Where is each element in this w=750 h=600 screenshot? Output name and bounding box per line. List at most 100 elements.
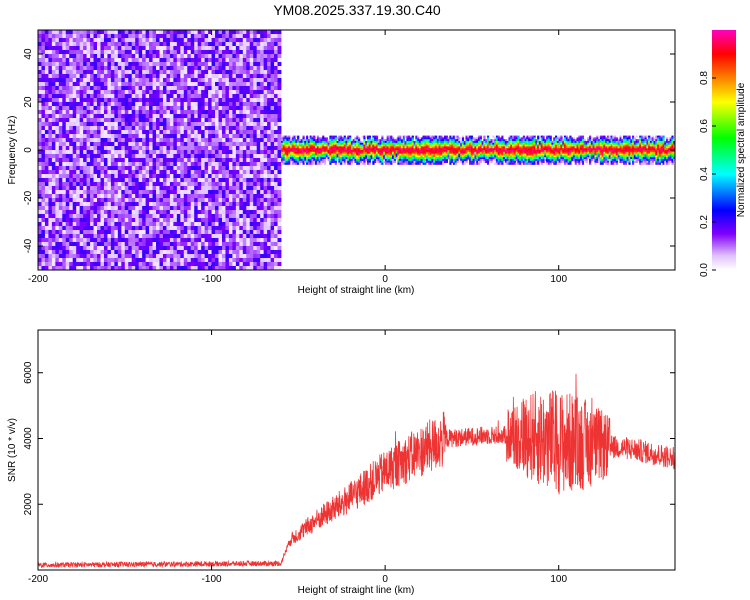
spectrogram-cell bbox=[152, 86, 157, 91]
spectrogram-cell bbox=[190, 30, 195, 35]
spectrogram-cell bbox=[235, 86, 240, 91]
spectrogram-cell bbox=[323, 148, 327, 151]
spectrogram-cell bbox=[263, 166, 268, 171]
spectrogram-cell bbox=[156, 98, 160, 103]
spectrogram-cell bbox=[152, 190, 157, 195]
spectrogram-cell bbox=[260, 30, 265, 35]
spectrogram-cell bbox=[162, 194, 167, 199]
spectrogram-cell bbox=[65, 162, 70, 167]
spectrogram-cell bbox=[242, 238, 247, 243]
spectrogram-cell bbox=[159, 98, 164, 103]
spectrogram-cell bbox=[135, 266, 140, 271]
spectrogram-cell bbox=[180, 198, 185, 203]
spectrogram-cell bbox=[51, 206, 56, 211]
spectrogram-cell bbox=[90, 234, 94, 239]
spectrogram-cell bbox=[291, 135, 294, 138]
spectrogram-cell bbox=[166, 130, 171, 135]
spectrogram-cell bbox=[316, 150, 320, 153]
spectrogram-cell bbox=[190, 110, 195, 115]
spectrogram-cell bbox=[149, 46, 153, 51]
spectrogram-cell bbox=[166, 222, 171, 227]
spectrogram-cell bbox=[152, 74, 157, 79]
spectrogram-cell bbox=[149, 250, 153, 255]
spectrogram-cell bbox=[76, 186, 81, 191]
spectrogram-cell bbox=[69, 102, 74, 107]
spectrogram-cell bbox=[208, 222, 212, 227]
spectrogram-cell bbox=[221, 178, 226, 183]
spectrogram-cell bbox=[215, 198, 219, 203]
spectrogram-cell bbox=[368, 151, 371, 154]
spectrogram-cell bbox=[270, 70, 275, 75]
spectrogram-cell bbox=[72, 78, 77, 83]
spectrogram-cell bbox=[159, 226, 164, 231]
spectrogram-cell bbox=[86, 202, 91, 207]
spectrogram-cell bbox=[204, 134, 209, 139]
spectrogram-cell bbox=[211, 174, 216, 179]
spectrogram-cell bbox=[128, 226, 133, 231]
spectrogram-cell bbox=[329, 151, 332, 154]
spectrogram-cell bbox=[135, 46, 140, 51]
spectrogram-cell bbox=[86, 238, 91, 243]
spectrogram-cell bbox=[114, 94, 119, 99]
spectrogram-cell bbox=[156, 114, 160, 119]
spectrogram-cell bbox=[173, 230, 178, 235]
spectrogram-cell bbox=[149, 238, 153, 243]
spectrogram-cell bbox=[131, 246, 136, 251]
spectrogram-cell bbox=[204, 70, 209, 75]
spectrogram-cell bbox=[142, 50, 147, 55]
spectrogram-cell bbox=[242, 138, 247, 143]
spectrogram-cell bbox=[55, 266, 60, 271]
spectrogram-cell bbox=[173, 114, 178, 119]
spectrogram-cell bbox=[166, 190, 171, 195]
spectrogram-cell bbox=[375, 150, 379, 153]
spectrogram-cell bbox=[354, 141, 357, 144]
spectrogram-cell bbox=[58, 222, 63, 227]
spectrogram-cell bbox=[142, 266, 147, 271]
spectrogram-cell bbox=[201, 122, 206, 127]
spectrogram-cell bbox=[97, 110, 101, 115]
spectrogram-cell bbox=[41, 266, 46, 271]
spectrogram-cell bbox=[242, 170, 247, 175]
spectrogram-cell bbox=[51, 98, 56, 103]
spectrogram-cell bbox=[260, 190, 265, 195]
spectrogram-cell bbox=[169, 78, 174, 83]
spectrogram-cell bbox=[221, 38, 226, 43]
spectrogram-cell bbox=[341, 141, 345, 144]
spectrogram-cell bbox=[166, 62, 171, 67]
spectrogram-cell bbox=[44, 142, 49, 147]
spectrogram-cell bbox=[128, 90, 133, 95]
spectrogram-cell bbox=[90, 118, 94, 123]
spectrogram-cell bbox=[173, 78, 178, 83]
spectrogram-cell bbox=[267, 194, 271, 199]
spectrogram-cell bbox=[256, 38, 261, 43]
spectrogram-cell bbox=[86, 230, 91, 235]
spectrogram-cell bbox=[356, 159, 359, 162]
spectrogram-cell bbox=[114, 110, 119, 115]
spectrogram-cell bbox=[187, 106, 192, 111]
spectrogram-cell bbox=[190, 190, 195, 195]
spectrogram-cell bbox=[197, 46, 202, 51]
spectrogram-cell bbox=[253, 194, 258, 199]
spectrogram-cell bbox=[97, 106, 101, 111]
spectrogram-cell bbox=[183, 162, 188, 167]
spectrogram-cell bbox=[55, 262, 60, 267]
spectrogram-cell bbox=[121, 162, 126, 167]
spectrogram-cell bbox=[93, 82, 98, 87]
spectrogram-cell bbox=[267, 130, 271, 135]
spectrogram-cell bbox=[145, 154, 150, 159]
spectrogram-cell bbox=[121, 138, 126, 143]
spectrogram-cell bbox=[221, 198, 226, 203]
spectrogram-cell bbox=[277, 50, 282, 55]
spectrogram-cell bbox=[93, 266, 98, 271]
spectrogram-cell bbox=[232, 102, 237, 107]
spectrogram-cell bbox=[145, 62, 150, 67]
spectrogram-cell bbox=[208, 86, 212, 91]
spectrogram-cell bbox=[274, 174, 278, 179]
spectrogram-cell bbox=[142, 46, 147, 51]
spectrogram-cell bbox=[145, 86, 150, 91]
spectrogram-cell bbox=[180, 234, 185, 239]
spectrogram-cell bbox=[345, 153, 348, 156]
spectrogram-cell bbox=[41, 38, 46, 43]
spectrogram-cell bbox=[306, 160, 309, 163]
spectrogram-cell bbox=[297, 141, 300, 144]
